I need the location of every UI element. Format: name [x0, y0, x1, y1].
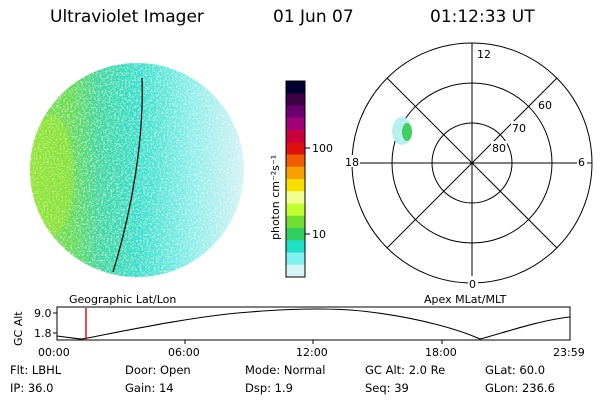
altitude-axis-label: GC Alt [12, 311, 25, 346]
mode-info: Mode: Normal [245, 363, 326, 377]
polar-panel-label: Apex MLat/MLT [424, 293, 507, 306]
colorbar-swatch [286, 191, 305, 205]
colorbar-swatch [286, 117, 305, 131]
observation-date: 01 Jun 07 [273, 7, 354, 27]
ip-info: IP: 36.0 [10, 381, 54, 395]
colorbar-swatch [286, 81, 305, 94]
polar-emission-patch [392, 117, 412, 145]
colorbar-tick-10: 10 [312, 228, 326, 241]
terminator-line [112, 77, 143, 273]
mlt-label-12: 12 [477, 48, 491, 61]
gain-info: Gain: 14 [125, 381, 174, 395]
colorbar-swatch [286, 142, 305, 156]
colorbar-swatch [286, 93, 305, 107]
geo-panel-label: Geographic Lat/Lon [69, 293, 177, 306]
time-tick-1200: 12:00 [296, 346, 328, 359]
time-tick-1800: 18:00 [425, 346, 457, 359]
time-tick-0000: 00:00 [38, 346, 70, 359]
colorbar-swatch [286, 228, 305, 241]
time-tick-0600: 06:00 [168, 346, 200, 359]
colorbar-swatch [286, 130, 305, 143]
colorbar-swatch [286, 179, 305, 192]
mlt-label-0: 0 [469, 278, 476, 291]
colorbar-unit-label: photon cm⁻²s⁻¹ [269, 155, 282, 240]
uv-image-disc [30, 63, 244, 277]
dsp-info: Dsp: 1.9 [245, 381, 293, 395]
polar-plot [351, 42, 593, 284]
colorbar-swatch [286, 264, 305, 278]
observation-time: 01:12:33 UT [430, 7, 535, 27]
glon-info: GLon: 236.6 [485, 381, 555, 395]
glat-info: GLat: 60.0 [485, 363, 546, 377]
alt-tick-9: 9.0 [34, 307, 52, 320]
app-title: Ultraviolet Imager [50, 7, 204, 27]
colorbar-swatch [286, 215, 305, 229]
colorbar-swatch [286, 154, 305, 168]
colorbar-swatch [286, 105, 305, 119]
color-scale-bar [286, 81, 305, 278]
colorbar-tick-100: 100 [312, 142, 333, 155]
colorbar-swatch [286, 252, 305, 266]
colorbar-swatch [286, 166, 305, 180]
altitude-curve [56, 308, 571, 340]
colorbar-swatch [286, 240, 305, 254]
time-tick-2359: 23:59 [553, 346, 585, 359]
door-info: Door: Open [125, 363, 191, 377]
altitude-time-plot [53, 306, 571, 344]
mlt-label-6: 6 [578, 156, 585, 169]
mlat-label-70: 70 [512, 122, 526, 135]
mlat-label-60: 60 [538, 99, 552, 112]
filter-info: Flt: LBHL [10, 363, 62, 377]
mlt-label-18: 18 [345, 156, 359, 169]
mlat-label-80: 80 [492, 142, 506, 155]
colorbar-swatch [286, 203, 305, 217]
alt-tick-1-8: 1.8 [34, 327, 52, 340]
seq-info: Seq: 39 [365, 381, 409, 395]
gc-alt-info: GC Alt: 2.0 Re [365, 363, 446, 377]
